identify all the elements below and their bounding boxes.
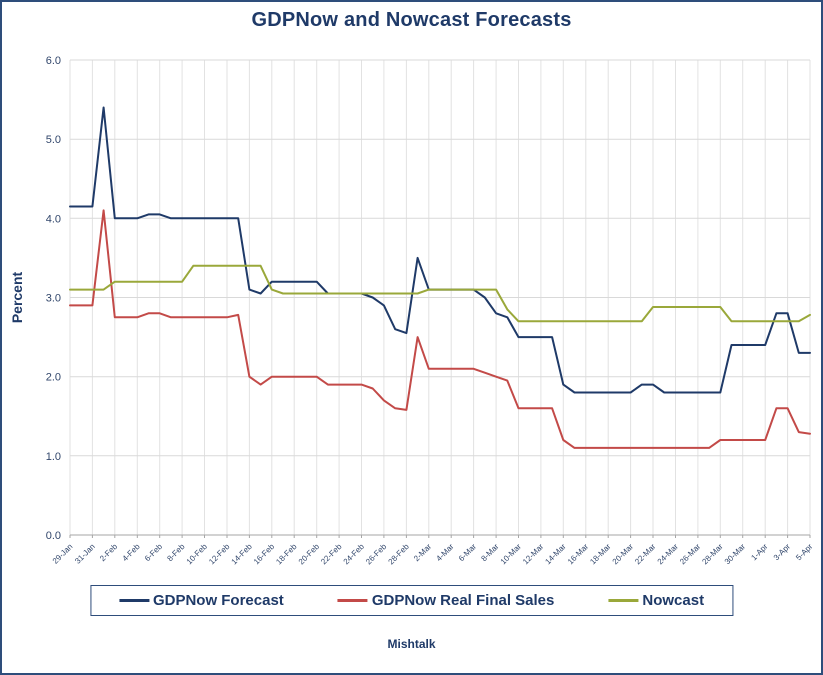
- legend-swatch-real-final-sales: [337, 599, 368, 602]
- x-tick-label: 3-Apr: [772, 542, 792, 562]
- x-tick-label: 2-Feb: [98, 542, 120, 564]
- x-tick-label: 20-Mar: [611, 542, 636, 567]
- x-tick-label: 28-Mar: [700, 542, 725, 567]
- legend-item-nowcast: Nowcast: [608, 592, 704, 609]
- x-tick-label: 22-Mar: [633, 542, 658, 567]
- legend-item-gdpnow-forecast: GDPNow Forecast: [118, 592, 284, 609]
- y-tick-label: 2.0: [46, 372, 61, 384]
- legend-label-real-final-sales: GDPNow Real Final Sales: [371, 592, 555, 609]
- x-tick-label: 14-Feb: [230, 542, 255, 567]
- x-tick-label: 5-Apr: [794, 542, 814, 562]
- x-tick-label: 12-Feb: [207, 542, 232, 567]
- x-tick-label: 28-Feb: [387, 542, 412, 567]
- x-tick-label: 10-Feb: [185, 542, 210, 567]
- legend-label-nowcast: Nowcast: [642, 592, 705, 609]
- y-axis-title: Percent: [9, 271, 25, 323]
- x-tick-label: 26-Feb: [364, 542, 389, 567]
- chart-legend: GDPNow Forecast GDPNow Real Final Sales …: [89, 585, 734, 616]
- x-tick-label: 14-Mar: [543, 542, 568, 567]
- x-tick-label: 24-Mar: [656, 542, 681, 567]
- x-tick-label: 6-Mar: [457, 542, 478, 563]
- legend-label-gdpnow-forecast: GDPNow Forecast: [152, 592, 284, 609]
- y-tick-label: 6.0: [46, 55, 61, 67]
- x-tick-label: 12-Mar: [521, 542, 546, 567]
- series-line-nowcast: [69, 264, 811, 323]
- x-tick-label: 4-Mar: [434, 542, 455, 563]
- x-tick-label: 30-Mar: [723, 542, 748, 567]
- y-tick-label: 4.0: [46, 213, 61, 225]
- x-tick-label: 2-Mar: [412, 542, 433, 563]
- y-tick-label: 5.0: [46, 134, 61, 146]
- x-tick-label: 4-Feb: [121, 542, 143, 564]
- x-tick-label: 31-Jan: [73, 542, 97, 566]
- series-line-gdpnow-forecast: [69, 106, 811, 394]
- legend-swatch-nowcast: [608, 599, 639, 602]
- x-tick-label: 18-Mar: [588, 542, 613, 567]
- legend-swatch-gdpnow-forecast: [118, 599, 149, 602]
- chart-title: GDPNow and Nowcast Forecasts: [251, 9, 572, 31]
- source-credit: Mishtalk: [387, 637, 436, 651]
- x-tick-label: 20-Feb: [297, 542, 322, 567]
- y-tick-label: 3.0: [46, 293, 61, 305]
- x-tick-label: 1-Apr: [749, 542, 769, 562]
- x-tick-label: 16-Mar: [566, 542, 591, 567]
- x-tick-label: 6-Feb: [143, 542, 165, 564]
- x-tick-label: 10-Mar: [499, 542, 524, 567]
- x-tick-label: 18-Feb: [274, 542, 299, 567]
- y-tick-label: 0.0: [46, 530, 61, 542]
- x-tick-label: 24-Feb: [342, 542, 367, 567]
- y-tick-label: 1.0: [46, 451, 61, 463]
- x-tick-label: 22-Feb: [319, 542, 344, 567]
- legend-item-real-final-sales: GDPNow Real Final Sales: [337, 592, 555, 609]
- x-tick-label: 26-Mar: [678, 542, 703, 567]
- x-tick-label: 16-Feb: [252, 542, 277, 567]
- x-tick-label: 29-Jan: [51, 542, 75, 566]
- series-line-gdpnow-real-final-sales: [69, 209, 811, 449]
